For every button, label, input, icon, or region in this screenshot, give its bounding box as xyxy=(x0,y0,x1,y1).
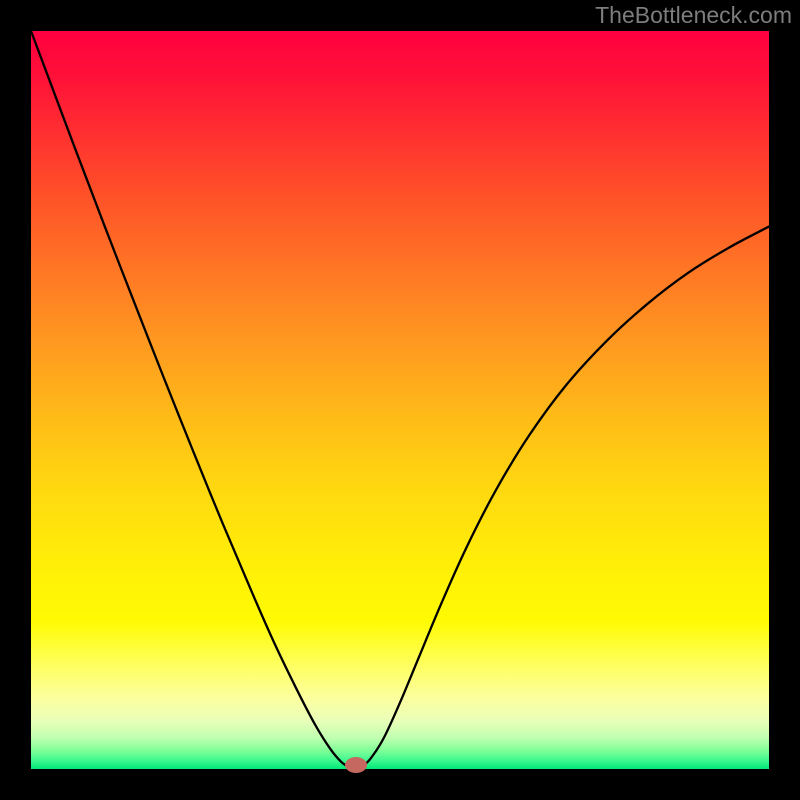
watermark-text: TheBottleneck.com xyxy=(595,2,792,29)
optimum-marker xyxy=(345,757,367,773)
bottleneck-curve xyxy=(31,31,769,769)
plot-area xyxy=(31,31,769,769)
